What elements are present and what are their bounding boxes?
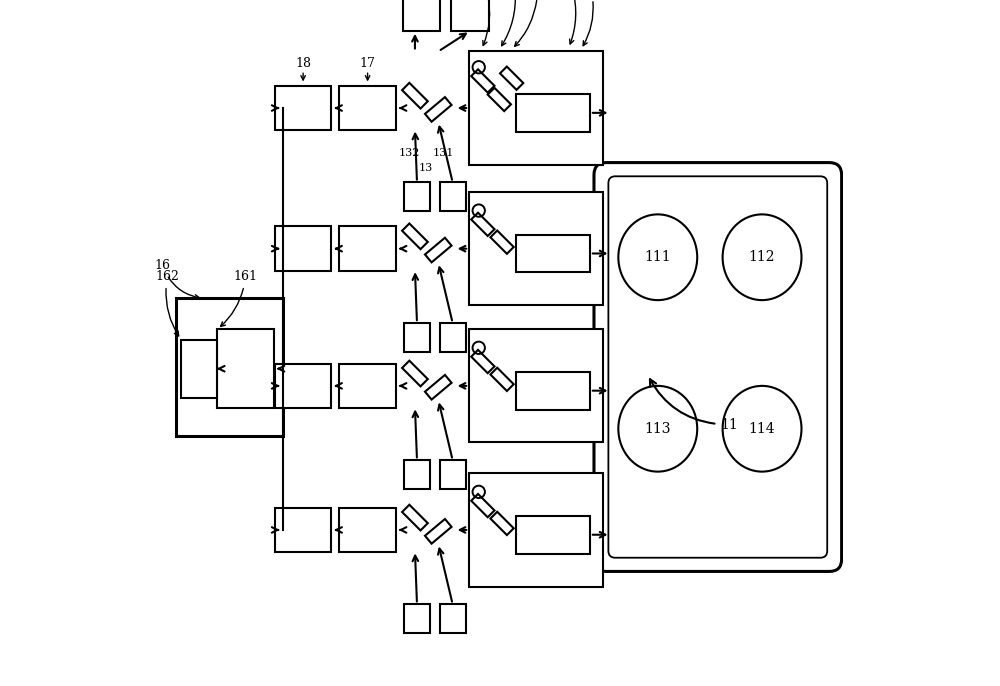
Bar bbox=[425, 238, 452, 262]
Bar bbox=[440, 323, 466, 352]
Bar bbox=[275, 86, 331, 130]
Bar bbox=[275, 364, 331, 408]
Ellipse shape bbox=[618, 386, 697, 472]
Text: 111: 111 bbox=[644, 250, 671, 264]
Text: 124: 124 bbox=[472, 0, 496, 45]
Ellipse shape bbox=[723, 386, 801, 472]
Text: 16: 16 bbox=[154, 259, 199, 299]
Text: 113: 113 bbox=[645, 422, 671, 436]
Text: 13: 13 bbox=[419, 163, 433, 174]
FancyBboxPatch shape bbox=[608, 176, 827, 558]
Bar bbox=[402, 361, 428, 386]
Bar bbox=[516, 516, 590, 554]
Bar bbox=[339, 508, 396, 552]
Text: 123: 123 bbox=[515, 0, 550, 46]
Bar bbox=[516, 235, 590, 272]
Ellipse shape bbox=[618, 214, 697, 300]
Text: 162: 162 bbox=[155, 270, 179, 336]
Bar bbox=[404, 604, 430, 633]
Text: 131: 131 bbox=[433, 147, 454, 158]
Bar bbox=[500, 67, 523, 90]
Bar bbox=[516, 372, 590, 410]
Bar bbox=[404, 323, 430, 352]
Text: 122: 122 bbox=[579, 0, 603, 46]
Bar bbox=[217, 329, 274, 408]
Bar bbox=[471, 350, 494, 373]
Bar bbox=[425, 375, 452, 399]
Bar bbox=[425, 97, 452, 121]
Bar bbox=[490, 512, 514, 535]
Bar bbox=[402, 224, 428, 249]
Bar bbox=[469, 473, 603, 587]
Text: 121: 121 bbox=[502, 0, 526, 46]
FancyBboxPatch shape bbox=[594, 163, 842, 571]
Text: 114: 114 bbox=[749, 422, 775, 436]
Bar bbox=[488, 88, 511, 111]
Bar bbox=[339, 364, 396, 408]
Text: 112: 112 bbox=[749, 250, 775, 264]
Text: 11: 11 bbox=[650, 379, 738, 431]
Bar bbox=[275, 508, 331, 552]
Bar bbox=[451, 0, 489, 31]
Bar bbox=[469, 329, 603, 442]
Bar bbox=[404, 182, 430, 211]
Bar bbox=[471, 213, 494, 236]
Bar bbox=[403, 0, 440, 31]
Text: 17: 17 bbox=[360, 57, 376, 70]
Ellipse shape bbox=[723, 214, 801, 300]
Bar bbox=[402, 505, 428, 530]
Bar bbox=[440, 604, 466, 633]
Text: 161: 161 bbox=[221, 270, 257, 327]
Bar bbox=[469, 51, 603, 165]
Bar bbox=[275, 226, 331, 271]
Bar bbox=[490, 368, 514, 391]
Bar bbox=[181, 340, 217, 398]
Bar bbox=[425, 519, 452, 543]
Bar bbox=[339, 226, 396, 271]
Bar bbox=[469, 192, 603, 305]
Bar bbox=[440, 182, 466, 211]
Bar bbox=[490, 230, 514, 254]
Bar bbox=[339, 86, 396, 130]
Bar bbox=[402, 83, 428, 108]
Bar bbox=[471, 494, 494, 517]
Bar bbox=[404, 460, 430, 489]
Bar bbox=[471, 69, 494, 93]
Bar bbox=[516, 94, 590, 132]
Text: 12: 12 bbox=[561, 0, 577, 44]
Bar bbox=[176, 298, 283, 436]
Text: 18: 18 bbox=[295, 57, 311, 70]
Text: 132: 132 bbox=[399, 147, 420, 158]
Bar bbox=[440, 460, 466, 489]
